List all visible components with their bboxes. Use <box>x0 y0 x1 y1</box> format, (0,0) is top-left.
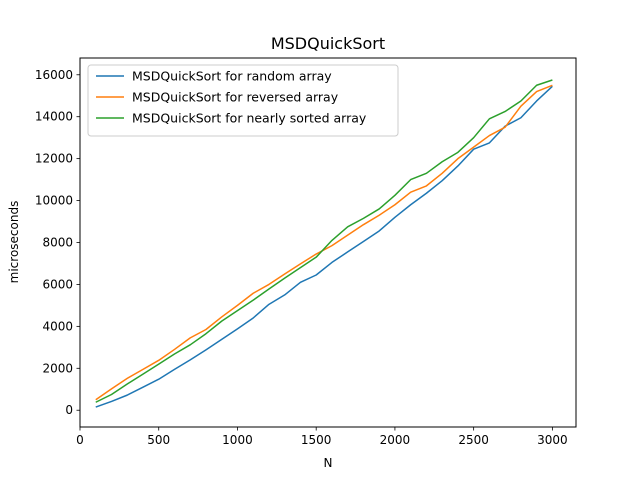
y-tick-label: 0 <box>65 403 73 417</box>
legend-label-3: MSDQuickSort for nearly sorted array <box>132 111 367 126</box>
legend: MSDQuickSort for random array MSDQuickSor… <box>87 64 399 137</box>
y-tick-label: 10000 <box>35 194 73 208</box>
y-tick-label: 14000 <box>35 110 73 124</box>
y-tick-label: 6000 <box>42 277 73 291</box>
x-tick-label: 1500 <box>301 433 332 447</box>
series-line-1 <box>95 85 553 408</box>
x-tick-label: 3000 <box>537 433 568 447</box>
y-tick-label: 8000 <box>42 236 73 250</box>
x-tick-label: 2500 <box>458 433 489 447</box>
x-tick-label: 2000 <box>380 433 411 447</box>
series-line-3 <box>95 79 553 403</box>
chart-title: MSDQuickSort <box>271 34 385 53</box>
y-tick-label: 16000 <box>35 68 73 82</box>
y-axis: 0 2000 4000 6000 8000 10000 12000 14000 16000 <box>35 68 80 417</box>
y-tick-label: 2000 <box>42 361 73 375</box>
x-tick-label: 0 <box>76 433 84 447</box>
x-axis-label: N <box>324 456 333 470</box>
y-axis-label: microseconds <box>7 201 21 284</box>
x-axis: 0 500 1000 1500 2000 2500 3000 <box>76 427 568 447</box>
legend-label-1: MSDQuickSort for random array <box>132 69 332 84</box>
plot-series-group <box>95 79 553 408</box>
x-tick-label: 500 <box>147 433 170 447</box>
x-tick-label: 1000 <box>222 433 253 447</box>
y-tick-label: 4000 <box>42 319 73 333</box>
legend-frame <box>87 64 399 137</box>
legend-label-2: MSDQuickSort for reversed array <box>132 90 339 105</box>
y-tick-label: 12000 <box>35 152 73 166</box>
